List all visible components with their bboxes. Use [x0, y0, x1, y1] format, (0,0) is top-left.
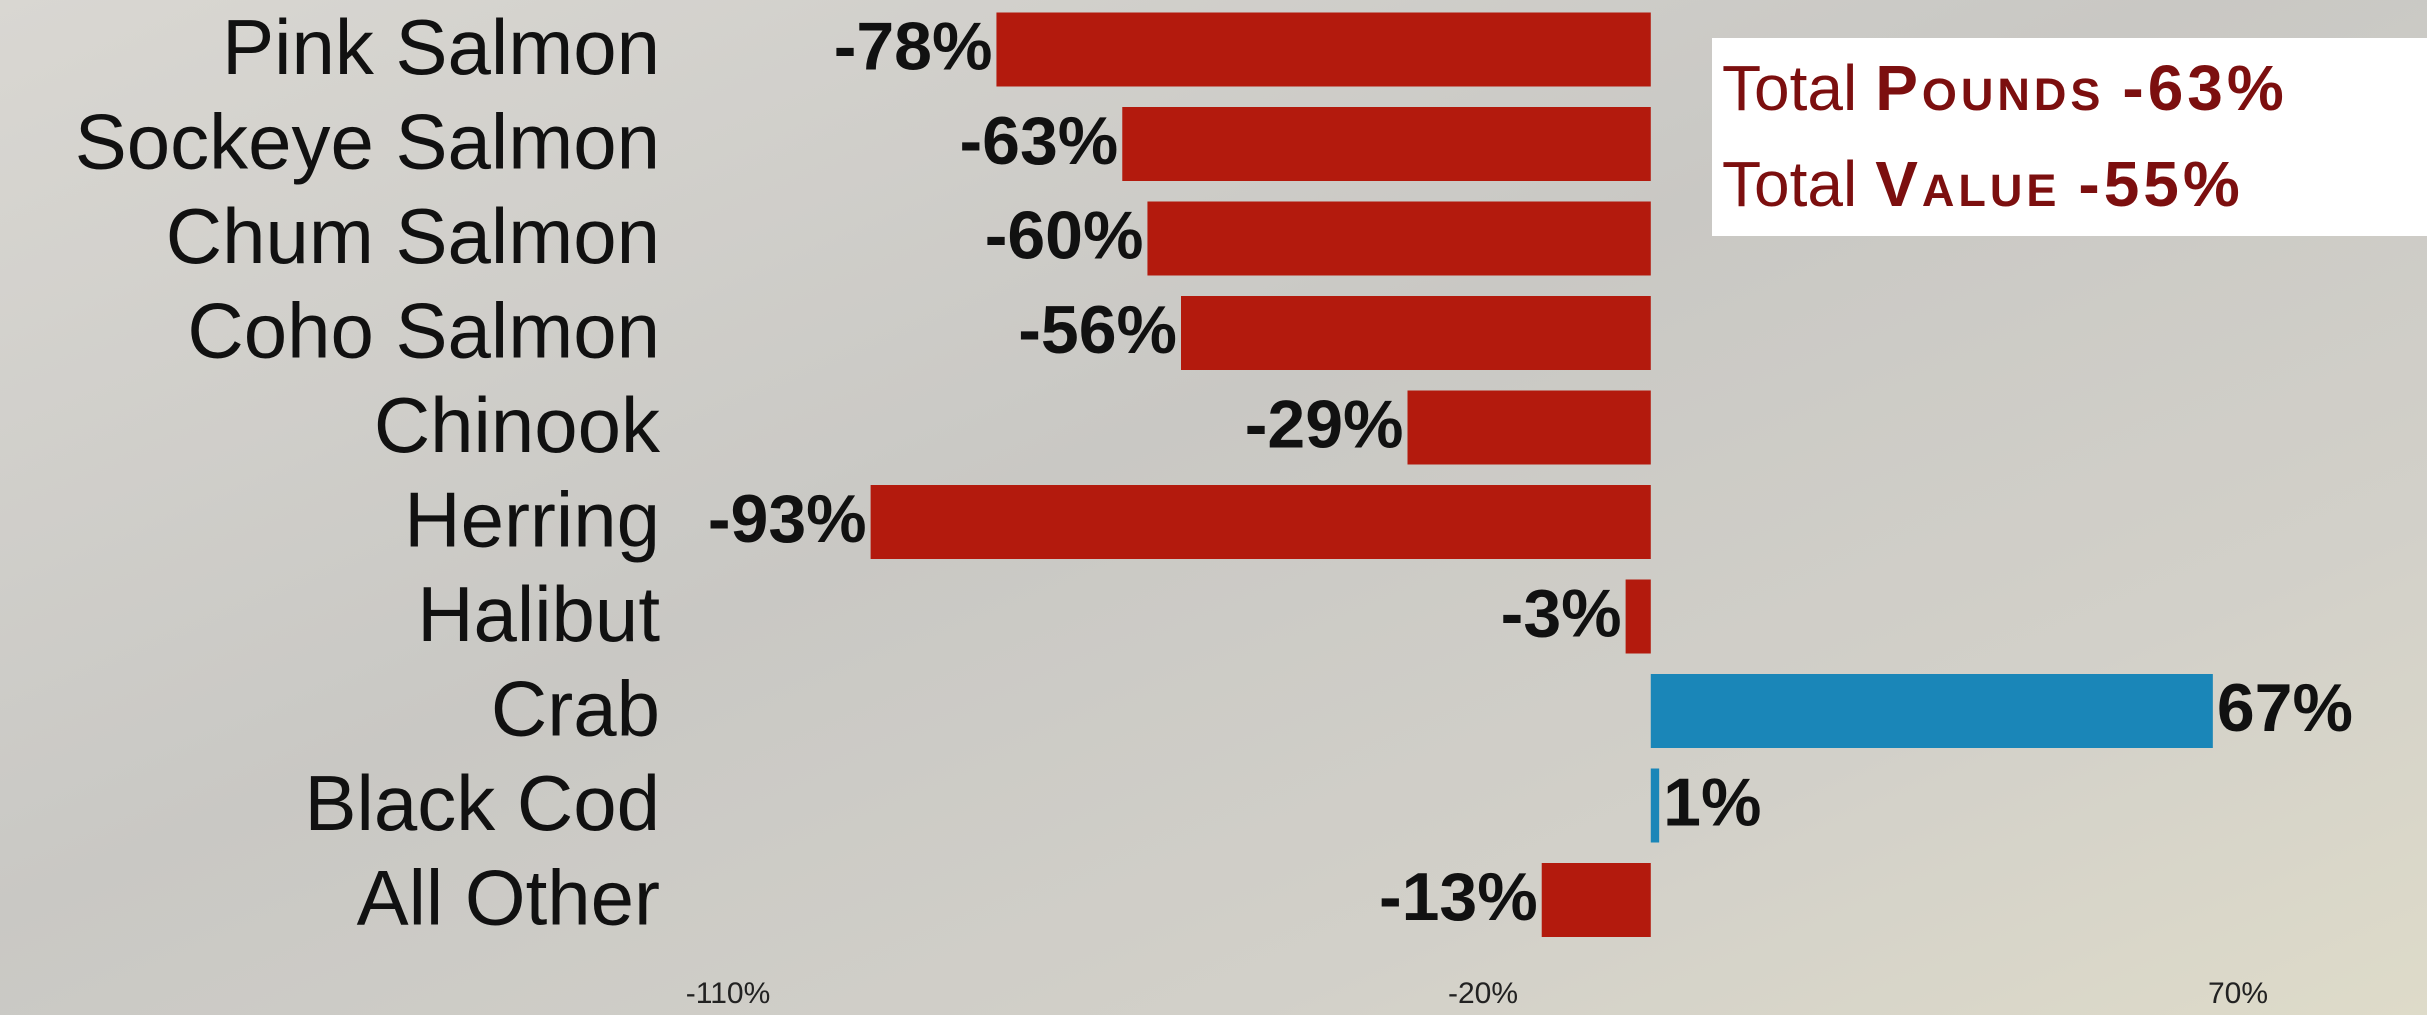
value-label: -93% [708, 481, 867, 557]
bar [1542, 863, 1651, 937]
bar [996, 13, 1650, 87]
y-tick-label: All Other [357, 854, 660, 942]
x-tick-label: -110% [686, 977, 771, 1010]
value-label: -56% [1018, 292, 1177, 368]
bar [1408, 391, 1651, 465]
x-tick-label: 70% [2208, 977, 2268, 1010]
bar [871, 485, 1651, 559]
annotation-value: -55% [2078, 148, 2243, 220]
bar [1651, 769, 1659, 843]
y-tick-label: Halibut [417, 570, 660, 658]
value-label: -3% [1501, 575, 1622, 651]
annotation-label: Value [1875, 148, 2060, 220]
annotation-prefix: Total [1722, 148, 1857, 220]
bar [1122, 107, 1651, 181]
y-tick-label: Crab [491, 665, 660, 753]
y-tick-label: Chinook [374, 381, 661, 469]
bar [1147, 202, 1650, 276]
annotation-label: Pounds [1875, 52, 2104, 124]
value-label: -63% [960, 103, 1119, 179]
y-tick-label: Pink Salmon [222, 3, 660, 91]
value-label: -13% [1379, 859, 1538, 935]
value-label: -60% [985, 197, 1144, 273]
annotation-value: -63% [2122, 52, 2287, 124]
y-tick-label: Black Cod [305, 759, 661, 847]
bar [1651, 674, 2213, 748]
value-label: -78% [834, 8, 993, 84]
value-label: -29% [1245, 386, 1404, 462]
y-tick-label: Sockeye Salmon [75, 98, 660, 186]
bar [1626, 580, 1651, 654]
y-tick-label: Herring [404, 476, 660, 564]
value-label: 1% [1663, 764, 1761, 840]
annotation-prefix: Total [1722, 52, 1857, 124]
chart: TotalPounds-63%TotalValue-55% -110%-20%7… [0, 0, 2427, 1015]
x-tick-label: -20% [1448, 977, 1518, 1010]
y-tick-label: Chum Salmon [166, 192, 660, 280]
y-tick-label: Coho Salmon [187, 287, 660, 375]
bar [1181, 296, 1651, 370]
value-label: 67% [2217, 670, 2353, 746]
